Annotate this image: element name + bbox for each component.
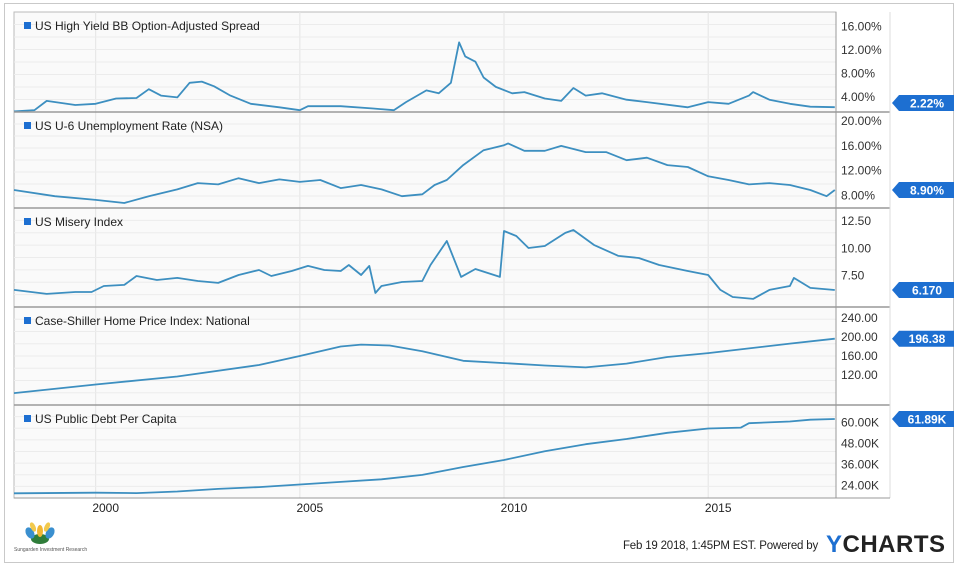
y-tick-label: 12.00%: [841, 164, 882, 178]
last-value-badge-bg: [892, 282, 954, 299]
ycharts-logo-text: CHARTS: [842, 531, 946, 558]
legend-label: US High Yield BB Option-Adjusted Spread: [35, 19, 260, 33]
legend-label: US U-6 Unemployment Rate (NSA): [35, 119, 223, 133]
y-tick-label: 7.50: [841, 269, 865, 283]
y-tick-label: 20.00%: [841, 114, 882, 128]
last-value-badge: 8.90%: [892, 181, 954, 198]
y-tick-label: 200.00: [841, 330, 878, 344]
series-line: [13, 337, 835, 394]
y-tick-label: 12.00%: [841, 43, 882, 57]
y-tick-label: 160.00: [841, 349, 878, 363]
series-line: [13, 41, 835, 113]
last-value-badge-bg: [892, 181, 954, 198]
series-line: [13, 418, 835, 495]
y-tick-label: 8.00%: [841, 189, 875, 203]
legend-swatch: [24, 415, 31, 422]
y-tick-label: 24.00K: [841, 478, 879, 492]
y-tick-label: 240.00: [841, 311, 878, 325]
last-value-badge: 6.170: [892, 282, 954, 299]
y-tick-label: 10.00: [841, 241, 871, 255]
last-value-text: 8.90%: [910, 183, 944, 197]
panel-3: 12.50 10.00 7.50 US Misery Index 6.170: [13, 207, 954, 300]
legend-swatch: [24, 317, 31, 324]
series-line: [13, 229, 835, 300]
y-tick-label: 16.00%: [841, 139, 882, 153]
last-value-badge: 196.38: [892, 330, 954, 347]
last-value-badge: 61.89K: [892, 411, 954, 428]
timestamp-text: Feb 19 2018, 1:45PM EST. Powered by: [622, 540, 818, 552]
panel-1: 16.00% 12.00% 8.00% 4.00% US High Yield BB O…: [13, 19, 954, 113]
legend-label: Case-Shiller Home Price Index: National: [35, 314, 250, 328]
legend-swatch: [24, 218, 31, 225]
y-tick-label: 12.50: [841, 214, 871, 228]
legend-label: US Public Debt Per Capita: [35, 412, 177, 426]
x-tick-label: 2005: [296, 501, 323, 515]
last-value-badge-bg: [892, 95, 954, 111]
y-tick-label: 48.00K: [841, 436, 879, 450]
last-value-badge-bg: [892, 411, 954, 428]
logo-text: Sungarden Investment Research: [14, 547, 88, 553]
y-tick-label: 60.00K: [841, 415, 879, 429]
y-tick-label: 8.00%: [841, 66, 875, 80]
x-tick-label: 2010: [501, 501, 528, 515]
y-tick-label: 16.00%: [841, 20, 882, 34]
last-value-text: 6.170: [912, 284, 942, 298]
last-value-badge: 2.22%: [892, 95, 954, 111]
panel-4: 240.00 200.00 160.00 120.00 Case-Shiller Hom…: [13, 306, 954, 394]
x-tick-label: 2000: [92, 501, 119, 515]
y-tick-label: 36.00K: [841, 457, 879, 471]
panel-2: 20.00% 16.00% 12.00% 8.00% US U-6 Unemployme…: [13, 111, 954, 204]
y-tick-label: 120.00: [841, 368, 878, 382]
y-tick-label: 4.00%: [841, 90, 875, 104]
ycharts-logo: YCHARTS: [826, 531, 946, 559]
x-tick-label: 2015: [705, 501, 732, 515]
series-line: [13, 142, 836, 204]
legend-swatch: [24, 22, 31, 29]
panel-5: 60.00K 48.00K 36.00K 24.00K US Public Debt P…: [13, 404, 954, 495]
last-value-badge-bg: [892, 330, 954, 347]
legend-swatch: [24, 122, 31, 129]
last-value-text: 61.89K: [908, 413, 947, 427]
legend-label: US Misery Index: [35, 215, 123, 229]
sungarden-logo: [25, 522, 55, 544]
last-value-text: 2.22%: [910, 97, 944, 111]
last-value-text: 196.38: [909, 332, 946, 346]
ycharts-logo-y: Y: [826, 531, 843, 558]
